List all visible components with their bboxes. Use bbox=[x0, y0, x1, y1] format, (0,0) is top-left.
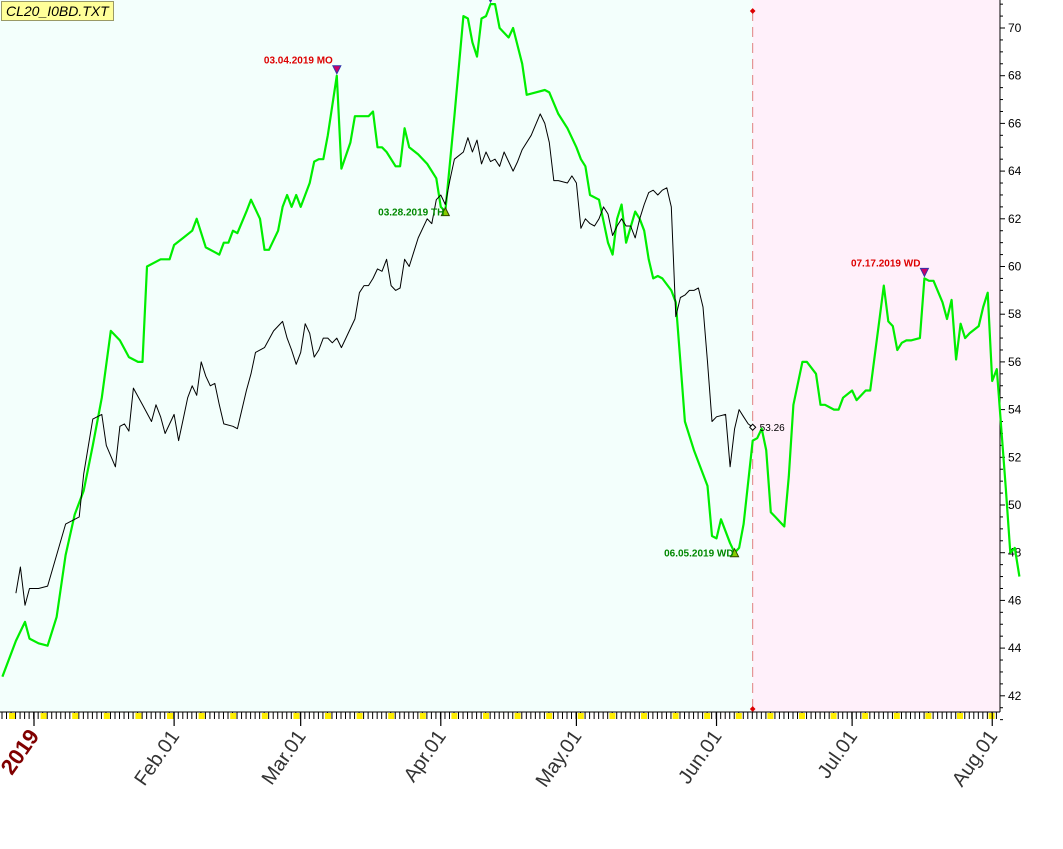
x-week-marker bbox=[72, 713, 79, 719]
x-week-marker bbox=[546, 713, 553, 719]
divider-marker-bottom bbox=[749, 706, 756, 712]
low-annotation: 06.05.2019 WD bbox=[664, 549, 734, 560]
y-tick-label: 60 bbox=[1008, 260, 1022, 274]
x-week-marker bbox=[735, 713, 742, 719]
y-tick-label: 46 bbox=[1008, 593, 1022, 607]
x-week-marker bbox=[103, 713, 110, 719]
y-tick-label: 42 bbox=[1008, 689, 1022, 703]
x-week-marker bbox=[9, 713, 15, 719]
y-tick-label: 44 bbox=[1008, 641, 1022, 655]
x-week-marker bbox=[672, 713, 679, 719]
x-week-marker bbox=[830, 713, 837, 719]
x-week-marker bbox=[388, 713, 395, 719]
x-tick-label: Jun.01 bbox=[674, 726, 726, 788]
divider-marker-top bbox=[749, 8, 756, 14]
y-tick-label: 68 bbox=[1008, 69, 1022, 83]
low-annotation: 03.28.2019 TH bbox=[378, 208, 444, 219]
y-tick-label: 50 bbox=[1008, 498, 1022, 512]
x-week-marker bbox=[135, 713, 142, 719]
x-week-marker bbox=[704, 713, 711, 719]
x-tick-label: 2019 bbox=[0, 725, 44, 779]
last-value-marker bbox=[748, 423, 757, 431]
y-tick-label: 62 bbox=[1008, 212, 1022, 226]
x-week-marker bbox=[799, 713, 805, 719]
history-background bbox=[0, 0, 753, 712]
x-week-marker bbox=[957, 713, 963, 719]
x-week-marker bbox=[893, 713, 900, 719]
x-week-marker bbox=[198, 713, 205, 719]
y-tick-label: 64 bbox=[1008, 164, 1022, 178]
x-week-marker bbox=[325, 713, 331, 719]
x-tick-label: Aug.01 bbox=[948, 726, 1002, 791]
x-week-marker bbox=[167, 713, 173, 719]
series-line-green bbox=[1, 2, 1021, 678]
x-week-marker bbox=[641, 713, 647, 719]
x-week-marker bbox=[230, 713, 237, 719]
x-tick-label: May.01 bbox=[532, 726, 587, 791]
x-week-marker bbox=[988, 713, 995, 719]
y-tick-label: 56 bbox=[1008, 355, 1022, 369]
x-week-marker bbox=[419, 713, 426, 719]
x-week-marker bbox=[261, 713, 268, 719]
chart-title: CL20_I0BD.TXT bbox=[1, 1, 114, 21]
high-marker bbox=[919, 267, 930, 278]
x-week-marker bbox=[925, 713, 932, 719]
high-marker bbox=[488, 0, 493, 4]
last-value-label: 53.26 bbox=[760, 423, 785, 434]
high-annotation: 03.04.2019 MO bbox=[264, 56, 333, 67]
x-week-marker bbox=[356, 713, 363, 719]
x-week-marker bbox=[451, 713, 458, 719]
x-tick-label: Jul.01 bbox=[814, 726, 863, 782]
x-axis-ticks: 2019 Feb.01 Mar.01 Apr.01 May.01 Jun.01 Jul.01… bbox=[0, 712, 1002, 791]
x-week-marker bbox=[514, 713, 521, 719]
series-lines bbox=[1, 2, 1021, 678]
x-tick-label: Apr.01 bbox=[400, 726, 451, 786]
x-tick-label: Feb.01 bbox=[130, 726, 184, 790]
x-week-marker bbox=[862, 713, 869, 719]
x-week-marker bbox=[293, 713, 300, 719]
y-tick-label: 52 bbox=[1008, 450, 1022, 464]
forecast-background bbox=[752, 0, 1000, 712]
y-tick-label: 54 bbox=[1008, 403, 1022, 417]
x-week-marker bbox=[609, 713, 616, 719]
low-marker bbox=[440, 206, 451, 217]
high-annotation: 07.17.2019 WD bbox=[851, 258, 921, 269]
x-tick-label: Mar.01 bbox=[258, 726, 311, 789]
low-marker bbox=[729, 547, 740, 558]
x-week-marker bbox=[577, 713, 584, 719]
y-tick-label: 70 bbox=[1008, 21, 1022, 35]
x-week-marker bbox=[483, 713, 489, 719]
high-marker bbox=[332, 65, 342, 75]
y-tick-label: 66 bbox=[1008, 116, 1022, 130]
y-tick-label: 58 bbox=[1008, 307, 1022, 321]
x-week-marker bbox=[767, 713, 774, 719]
x-week-marker bbox=[40, 713, 47, 719]
series-line-black bbox=[15, 113, 753, 606]
